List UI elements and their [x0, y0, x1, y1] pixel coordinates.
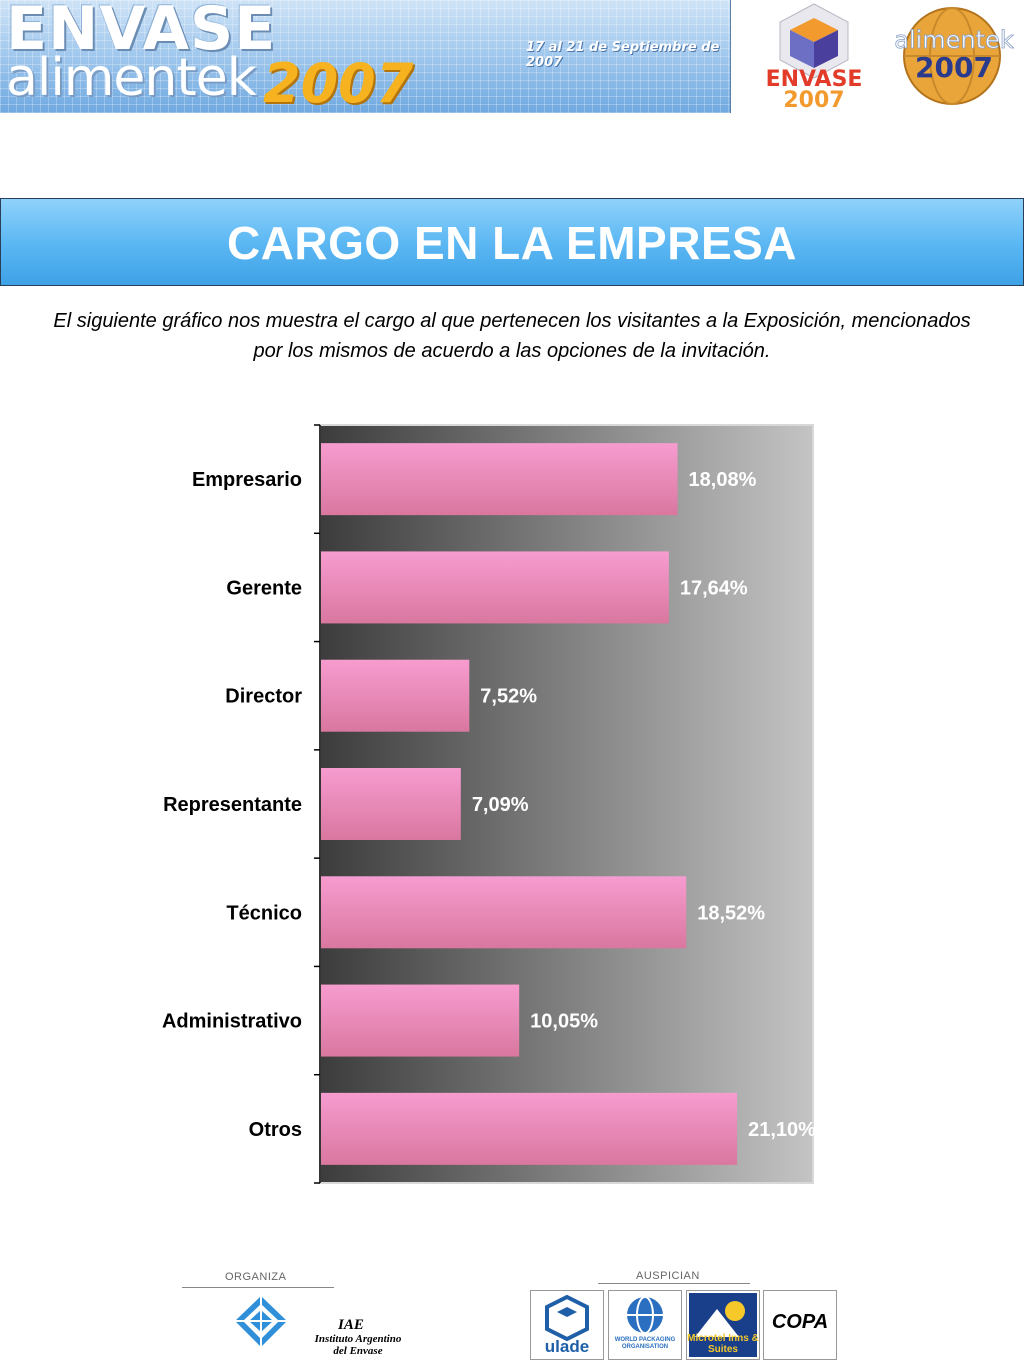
cube-logo-icon [545, 1294, 589, 1342]
iae-fullname-line1: Instituto Argentino [314, 1333, 402, 1345]
envase-cube-icon: ENVASE 2007 [766, 3, 863, 113]
mountain-sun-icon [689, 1293, 757, 1357]
category-label: Técnico [226, 902, 302, 924]
header-banner: ENVASE alimentek 2007 17 al 21 de Septie… [0, 0, 731, 113]
intro-paragraph: El siguiente gráfico nos muestra el carg… [53, 310, 971, 362]
logo-alimentek-year: 2007 [915, 51, 993, 84]
sponsor-wpo-name: WORLD PACKAGING ORGANISATION [614, 1337, 676, 1350]
data-label: 10,05% [530, 1011, 598, 1033]
category-label: Otros [249, 1119, 302, 1141]
iae-fullname: Instituto Argentino del Envase [296, 1333, 420, 1357]
globe-logo-icon [627, 1296, 663, 1334]
bar-5 [321, 984, 520, 1057]
sponsor-ulade: ulade [530, 1290, 604, 1360]
banner-grid-pattern [0, 0, 730, 113]
iae-logo [234, 1294, 289, 1349]
page-title: CARGO EN LA EMPRESA [226, 217, 798, 269]
data-label: 7,09% [472, 794, 529, 816]
brand-year-text: 2007 [263, 52, 414, 113]
brand-alimentek-text: alimentek [6, 48, 257, 108]
category-label: Empresario [192, 469, 302, 491]
bar-3 [321, 768, 461, 840]
category-label: Representante [163, 794, 302, 816]
data-label: 18,08% [689, 469, 757, 491]
title-bar [0, 198, 1024, 286]
auspician-divider [598, 1283, 750, 1284]
iae-name: IAE [338, 1317, 364, 1333]
auspician-label: AUSPICIAN [636, 1270, 700, 1282]
bar-1 [321, 551, 669, 624]
alimentek-2007-logo: alimentek 2007 [886, 0, 1022, 113]
data-label: 17,64% [680, 577, 748, 599]
brand-envase-text: ENVASE [6, 0, 277, 64]
alimentek-globe-icon: alimentek 2007 [894, 7, 1014, 105]
data-label: 21,10% [748, 1119, 816, 1141]
sponsor-ulade-name: ulade [544, 1337, 590, 1356]
category-label: Administrativo [162, 1011, 302, 1033]
category-label: Director [225, 686, 302, 708]
bar-0 [321, 443, 678, 516]
organiza-label: ORGANIZA [225, 1271, 287, 1283]
bar-2 [321, 659, 470, 732]
logo-envase-year: 2007 [783, 88, 844, 113]
sponsor-wpo: WORLD PACKAGING ORGANISATION [608, 1290, 682, 1360]
iae-fullname-line2: del Envase [333, 1345, 383, 1357]
organiza-divider [182, 1287, 334, 1288]
sponsor-microtel: Microtel Inns & Suites [686, 1290, 760, 1360]
data-label: 7,52% [480, 686, 537, 708]
bar-6 [321, 1092, 738, 1165]
iae-cube-icon [235, 1296, 287, 1347]
sponsor-copa: COPA [763, 1290, 837, 1360]
bar-4 [321, 876, 687, 949]
bar-chart: Empresario Gerente Director Representante Té… [162, 424, 816, 1184]
logo-envase-word: ENVASE [766, 67, 863, 92]
sponsor-microtel-name: Microtel Inns & Suites [687, 1333, 759, 1355]
copa-wordmark-icon: COPA [771, 1311, 829, 1333]
logo-alimentek-word: alimentek [894, 26, 1014, 54]
event-dates: 17 al 21 de Septiembre de 2007 [526, 40, 720, 70]
data-label: 18,52% [697, 902, 765, 924]
category-label: Gerente [226, 577, 302, 599]
envase-2007-logo: ENVASE 2007 [744, 0, 884, 113]
